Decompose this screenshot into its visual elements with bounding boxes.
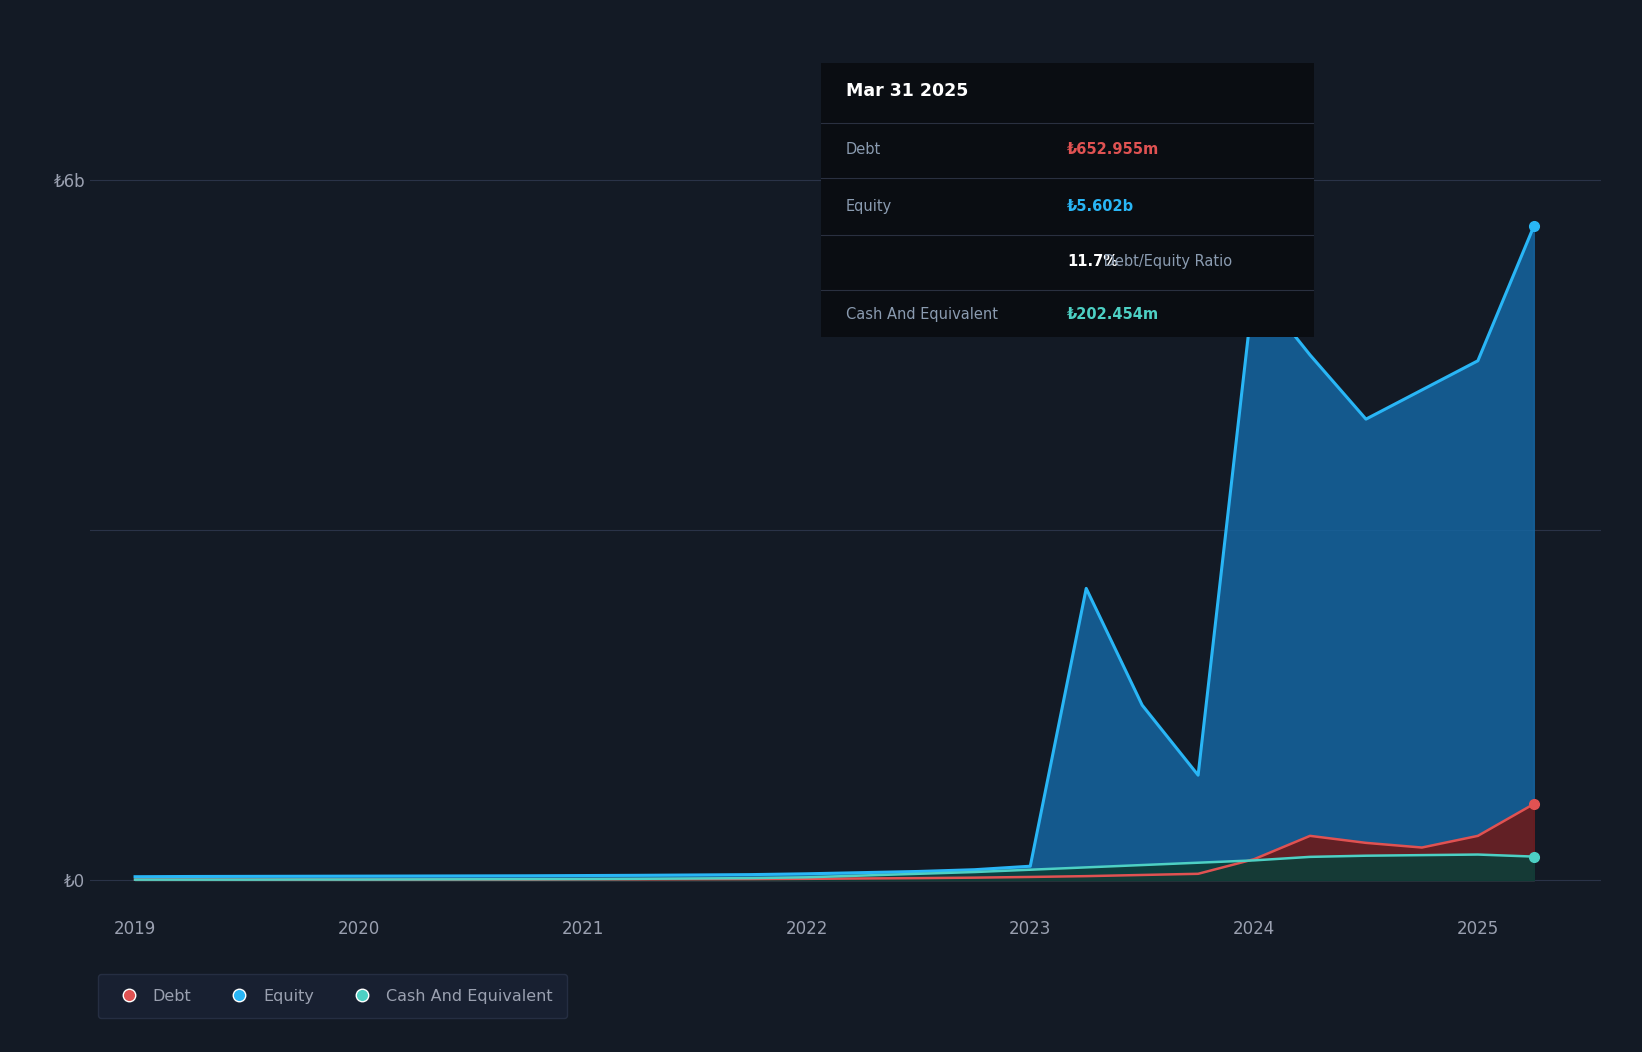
Text: 11.7%: 11.7% xyxy=(1067,254,1118,269)
Text: Debt: Debt xyxy=(846,142,880,157)
Text: Debt/Equity Ratio: Debt/Equity Ratio xyxy=(1100,254,1233,269)
Text: Mar 31 2025: Mar 31 2025 xyxy=(846,82,969,100)
Text: ₺652.955m: ₺652.955m xyxy=(1067,142,1159,157)
Text: Cash And Equivalent: Cash And Equivalent xyxy=(846,307,998,322)
Text: ₺5.602b: ₺5.602b xyxy=(1067,199,1135,215)
Legend: Debt, Equity, Cash And Equivalent: Debt, Equity, Cash And Equivalent xyxy=(99,974,566,1018)
Text: ₺202.454m: ₺202.454m xyxy=(1067,307,1159,322)
Text: Equity: Equity xyxy=(846,199,892,215)
